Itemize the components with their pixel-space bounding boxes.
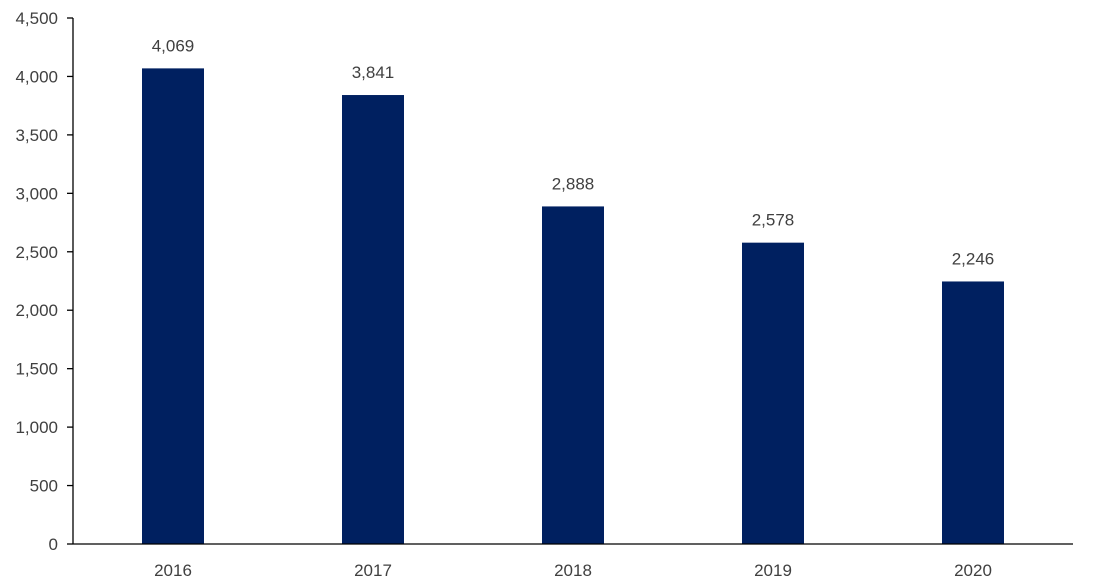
y-tick-label: 500: [30, 477, 58, 496]
data-labels: 4,069 3,841 2,888 2,578 2,246: [152, 36, 995, 268]
data-label-2020: 2,246: [952, 249, 995, 268]
bar-2020: [942, 281, 1004, 544]
bars: [142, 68, 1004, 544]
y-axis-ticks: 0 500 1,000 1,500 2,000 2,500 3,000 3,500 4,000 4…: [15, 9, 73, 554]
y-tick-label: 3,500: [15, 126, 58, 145]
y-tick-label: 0: [49, 535, 58, 554]
y-tick-label: 4,500: [15, 9, 58, 28]
x-tick-label: 2019: [754, 561, 792, 580]
x-axis-ticks: 2016 2017 2018 2019 2020: [154, 561, 992, 580]
y-tick-label: 1,500: [15, 360, 58, 379]
data-label-2016: 4,069: [152, 36, 195, 55]
bar-2016: [142, 68, 204, 544]
y-tick-label: 3,000: [15, 184, 58, 203]
bar-2019: [742, 242, 804, 544]
y-tick-label: 2,500: [15, 243, 58, 262]
y-tick-label: 4,000: [15, 67, 58, 86]
bar-2018: [542, 206, 604, 544]
data-label-2017: 3,841: [352, 63, 395, 82]
y-tick-label: 2,000: [15, 301, 58, 320]
x-tick-label: 2020: [954, 561, 992, 580]
y-tick-label: 1,000: [15, 418, 58, 437]
data-label-2018: 2,888: [552, 174, 595, 193]
bar-2017: [342, 95, 404, 544]
x-tick-label: 2017: [354, 561, 392, 580]
x-tick-label: 2016: [154, 561, 192, 580]
x-tick-label: 2018: [554, 561, 592, 580]
data-label-2019: 2,578: [752, 211, 795, 230]
